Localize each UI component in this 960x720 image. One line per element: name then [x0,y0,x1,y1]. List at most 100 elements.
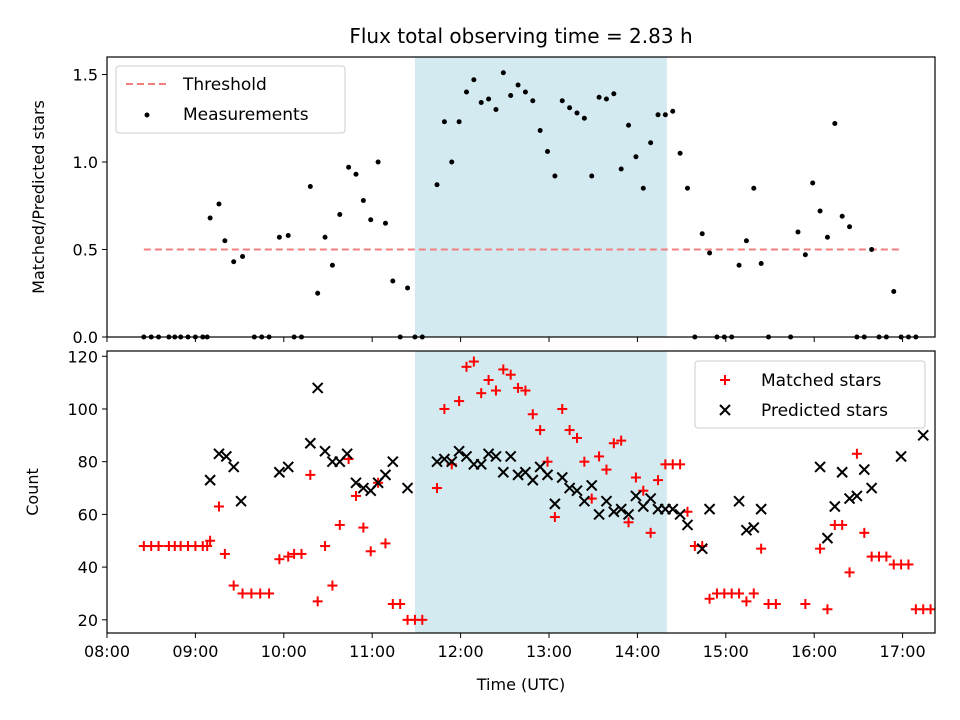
measurement-point [810,180,816,186]
top-legend-box [115,65,346,134]
predicted-star-point-b [586,479,598,492]
matched-star-point [756,543,767,554]
measurement-point [847,224,853,230]
measurement-point [699,231,705,237]
matched-star-point [505,369,516,380]
measurement-point [405,285,411,291]
measurement-point [567,105,573,111]
matched-star-point [228,580,239,591]
y-tick-label: 100 [67,400,98,419]
measurement-point [611,91,617,97]
measurement-point [240,254,246,259]
matched-star-point [645,527,656,538]
matched-star-point [557,403,568,414]
matched-star-point [837,519,848,530]
measurement-point [231,259,237,265]
matched-star-point [925,604,936,615]
measurement-point [596,94,602,100]
predicted-star-point-b [273,466,286,478]
measurement-point [337,212,343,217]
matched-star-point [851,448,862,459]
matched-star-point [527,409,538,420]
predicted-star-point-b [851,490,863,502]
measurement-point [648,140,654,146]
matched-star-point [417,614,428,625]
measurement-point [869,247,875,252]
predicted-star-point-b [512,469,524,481]
predicted-star-point [213,448,225,460]
legend-predicted-swatch [719,404,731,416]
measurement-point [449,159,455,165]
predicted-star-point-b [204,474,216,486]
measurement-point [456,119,462,125]
legend-measurements-label: Measurements [183,105,309,125]
measurement-point [353,171,359,177]
predicted-star-point [681,519,694,531]
y-tick-label: 1.0 [73,153,98,172]
matched-star-point [734,588,745,599]
measurement-point [751,185,757,191]
top-x-ticks [106,337,904,342]
predicted-star-point [821,532,834,544]
predicted-star-point-b [814,461,826,473]
predicted-star-point-b [490,450,502,463]
matched-star-point [334,519,345,530]
matched-star-point [202,541,213,552]
predicted-star-point [387,455,399,468]
predicted-star-point-b [836,466,848,478]
predicted-star-point-b [615,503,627,515]
matched-star-point [881,551,892,562]
matched-stars-points [138,356,936,625]
predicted-star-point [379,469,392,481]
matched-star-point [822,604,833,615]
predicted-star-point-b [387,455,399,468]
matched-star-point [153,541,164,552]
matched-star-point [264,588,275,599]
predicted-star-point-b [674,508,686,521]
matched-star-point [704,593,715,604]
matched-star-point [859,527,870,538]
x-tick-label: 09:00 [172,642,218,661]
predicted-star-point-b [733,495,745,507]
predicted-star-point-b [341,448,353,460]
bottom-legend: Matched stars Predicted stars [694,360,926,429]
predicted-star-point [843,492,856,505]
predicted-star-point [630,490,642,502]
measurement-point [390,278,396,284]
predicted-star-point-b [220,450,233,463]
predicted-star-point-b [917,429,929,442]
y-tick-label: 20 [78,611,98,630]
measurement-point [315,290,321,296]
predicted-star-point [446,455,458,468]
predicted-star-point [814,461,826,473]
matched-star-point [844,567,855,578]
predicted-star-point [235,495,247,507]
top-legend: Threshold Measurements [115,65,346,134]
measurement-point [434,182,440,188]
matched-star-point [608,438,619,449]
predicted-star-point [438,453,451,465]
matched-star-point [237,588,248,599]
predicted-star-point-b [858,463,870,476]
predicted-star-point [282,461,294,473]
predicted-star-point [319,445,331,457]
predicted-star-point [357,482,370,494]
predicted-star-point [740,524,753,536]
measurement-point [307,184,313,189]
measurement-point [824,234,830,240]
predicted-star-point [220,450,233,463]
predicted-star-point-b [235,495,247,507]
measurement-point [832,121,838,126]
legend-matched-swatch [720,375,730,385]
bottom-y-ticks: 20 40 60 80 100 120 [67,347,107,630]
predicted-star-point [674,508,686,521]
measurement-point [375,159,381,165]
predicted-star-point [204,474,216,486]
measurement-point [515,82,521,88]
predicted-star-point [227,461,240,473]
predicted-star-point-b [563,482,576,494]
matched-star-point [365,546,376,557]
measurement-point [216,201,222,207]
predicted-star-point [341,448,353,460]
matched-star-point [571,432,582,443]
